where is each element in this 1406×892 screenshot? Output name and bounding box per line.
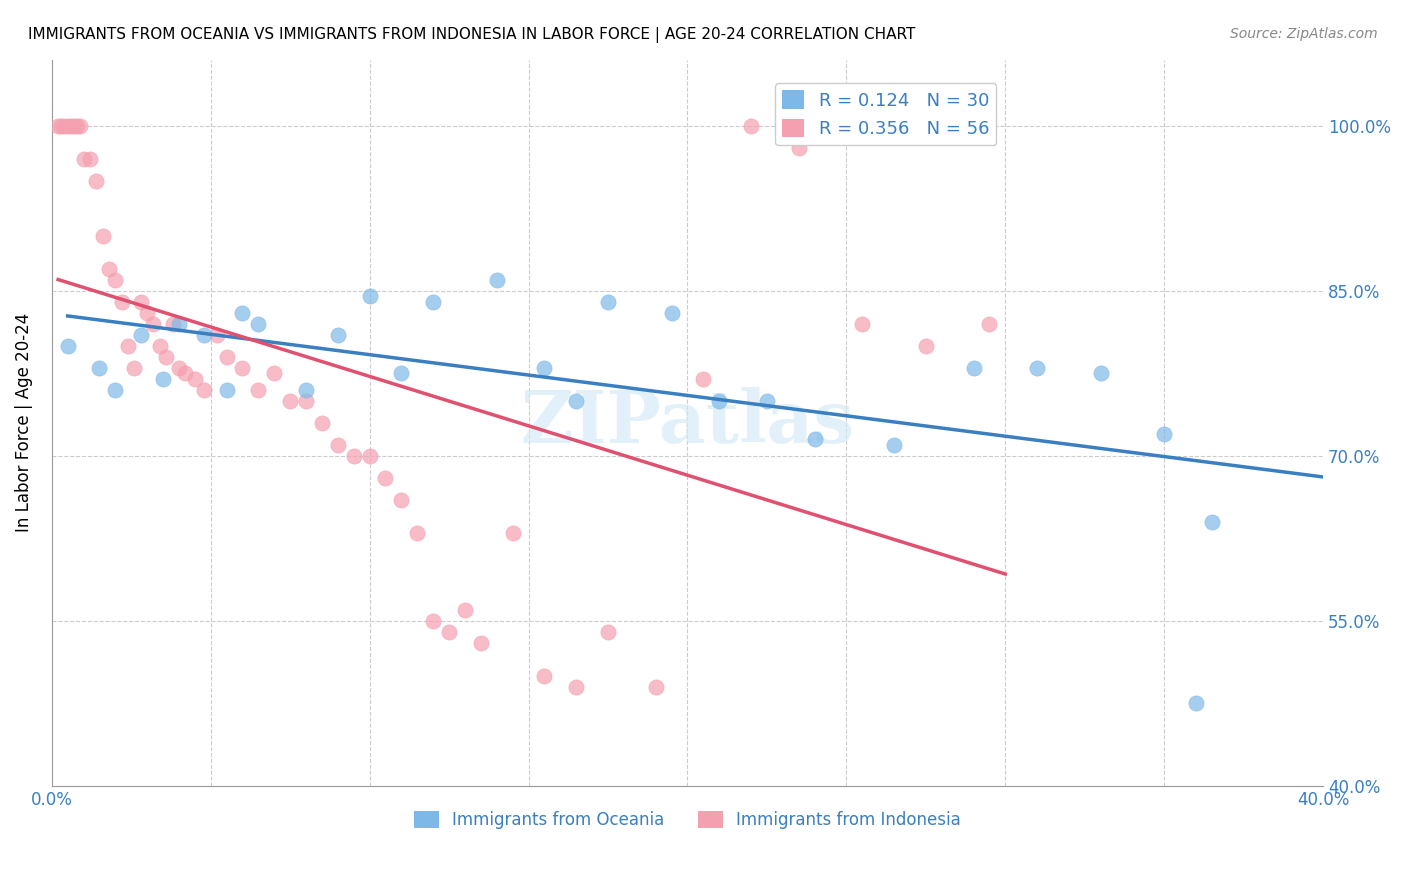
Point — [755, 393, 778, 408]
Point — [91, 228, 114, 243]
Point — [152, 372, 174, 386]
Point — [104, 273, 127, 287]
Point — [149, 339, 172, 353]
Point — [389, 492, 412, 507]
Point — [565, 393, 588, 408]
Point — [247, 383, 270, 397]
Point — [193, 327, 215, 342]
Point — [162, 317, 184, 331]
Point — [326, 438, 349, 452]
Point — [787, 140, 810, 154]
Point — [851, 317, 873, 331]
Point — [205, 327, 228, 342]
Point — [326, 327, 349, 342]
Point — [502, 525, 524, 540]
Point — [97, 261, 120, 276]
Point — [142, 317, 165, 331]
Point — [193, 383, 215, 397]
Point — [231, 360, 253, 375]
Point — [389, 366, 412, 380]
Y-axis label: In Labor Force | Age 20-24: In Labor Force | Age 20-24 — [15, 313, 32, 533]
Point — [51, 119, 73, 133]
Point — [740, 119, 762, 133]
Point — [359, 449, 381, 463]
Legend: Immigrants from Oceania, Immigrants from Indonesia: Immigrants from Oceania, Immigrants from… — [408, 804, 967, 836]
Point — [1201, 515, 1223, 529]
Text: ZIPatlas: ZIPatlas — [520, 387, 855, 458]
Point — [263, 366, 285, 380]
Point — [311, 416, 333, 430]
Point — [1153, 426, 1175, 441]
Point — [155, 350, 177, 364]
Point — [661, 306, 683, 320]
Point — [883, 438, 905, 452]
Point — [1185, 696, 1208, 710]
Point — [454, 603, 477, 617]
Point — [374, 471, 396, 485]
Point — [803, 432, 825, 446]
Point — [63, 119, 86, 133]
Point — [56, 119, 79, 133]
Point — [565, 680, 588, 694]
Point — [533, 669, 555, 683]
Point — [184, 372, 207, 386]
Text: IMMIGRANTS FROM OCEANIA VS IMMIGRANTS FROM INDONESIA IN LABOR FORCE | AGE 20-24 : IMMIGRANTS FROM OCEANIA VS IMMIGRANTS FR… — [28, 27, 915, 43]
Point — [167, 360, 190, 375]
Point — [533, 360, 555, 375]
Point — [422, 294, 444, 309]
Point — [962, 360, 984, 375]
Point — [215, 350, 238, 364]
Point — [692, 372, 714, 386]
Point — [709, 393, 731, 408]
Point — [84, 174, 107, 188]
Point — [343, 449, 366, 463]
Point — [231, 306, 253, 320]
Point — [167, 317, 190, 331]
Point — [215, 383, 238, 397]
Point — [59, 119, 82, 133]
Point — [596, 294, 619, 309]
Point — [136, 306, 159, 320]
Point — [89, 360, 111, 375]
Point — [470, 636, 492, 650]
Point — [278, 393, 301, 408]
Point — [56, 339, 79, 353]
Point — [129, 327, 152, 342]
Point — [129, 294, 152, 309]
Point — [295, 393, 318, 408]
Point — [485, 273, 508, 287]
Point — [979, 317, 1001, 331]
Point — [53, 119, 76, 133]
Point — [1090, 366, 1112, 380]
Point — [69, 119, 91, 133]
Point — [406, 525, 429, 540]
Point — [117, 339, 139, 353]
Point — [914, 339, 936, 353]
Point — [46, 119, 69, 133]
Point — [247, 317, 270, 331]
Point — [124, 360, 146, 375]
Point — [72, 152, 94, 166]
Point — [111, 294, 134, 309]
Text: Source: ZipAtlas.com: Source: ZipAtlas.com — [1230, 27, 1378, 41]
Point — [104, 383, 127, 397]
Point — [422, 614, 444, 628]
Point — [359, 289, 381, 303]
Point — [1026, 360, 1049, 375]
Point — [174, 366, 197, 380]
Point — [644, 680, 666, 694]
Point — [596, 624, 619, 639]
Point — [295, 383, 318, 397]
Point — [66, 119, 89, 133]
Point — [79, 152, 101, 166]
Point — [437, 624, 460, 639]
